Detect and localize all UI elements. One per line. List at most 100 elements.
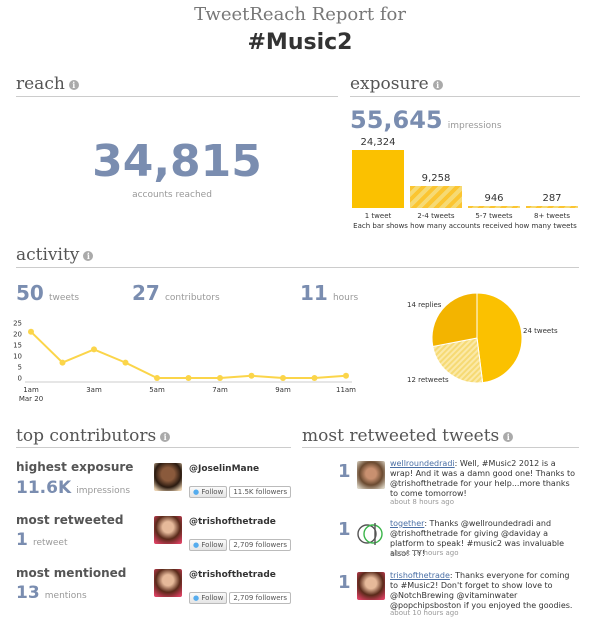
follow-button[interactable]: ● Follow — [189, 486, 228, 498]
tweet-author-link[interactable]: wellroundedradi — [390, 459, 455, 468]
activity-pie-chart: 24 tweets 12 retweets 14 replies — [407, 292, 558, 384]
exposure-bar-label: 2-4 tweets — [417, 212, 455, 220]
exposure-bar-label: 1 tweet — [364, 212, 392, 220]
activity-point — [248, 372, 255, 379]
info-icon[interactable]: i — [432, 79, 443, 90]
tweet-text: wellroundedradi: Well, #Music2 2012 is a… — [390, 459, 576, 498]
exposure-total: 55,645 impressions — [350, 106, 502, 134]
reach-divider — [16, 96, 338, 97]
y-tick-label: 20 — [13, 331, 22, 339]
pie-slice-label: 12 retweets — [407, 376, 449, 384]
twitter-bird-icon: ● — [193, 541, 200, 549]
retweet-count: 1 — [338, 572, 351, 593]
twitter-bird-icon: ● — [193, 594, 200, 602]
most-retweeted-heading: most retweeted tweets i — [302, 426, 514, 446]
activity-point — [91, 346, 97, 353]
activity-point — [28, 328, 34, 335]
reach-label: accounts reached — [132, 190, 212, 200]
followers-count: 11.5K followers — [229, 486, 292, 498]
tweet-author-link[interactable]: trishofthetrade — [390, 571, 450, 580]
activity-point — [185, 375, 192, 381]
retweet-count: 1 — [338, 519, 351, 540]
tweet-text: together: Thanks @wellroundedradi and @t… — [390, 519, 565, 558]
contributor-value: 13 mentions — [16, 583, 87, 603]
info-icon[interactable]: i — [68, 79, 79, 90]
pie-slice — [432, 337, 484, 384]
contributor-handle[interactable]: @JoselinMane — [189, 464, 260, 474]
contributors-stat: 27 contributors — [132, 281, 220, 305]
x-tick-label: 9am — [275, 386, 291, 394]
x-tick-label: 11am — [336, 386, 356, 394]
avatar[interactable] — [357, 461, 385, 489]
activity-point — [343, 372, 349, 379]
info-icon[interactable]: i — [160, 431, 171, 442]
follow-button[interactable]: ● Follow — [189, 539, 228, 551]
contributor-value: 11.6K impressions — [16, 478, 131, 498]
activity-point — [59, 359, 66, 366]
activity-point — [280, 375, 286, 381]
contributor-label: highest exposure — [16, 460, 134, 474]
exposure-bar-value: 287 — [542, 193, 562, 204]
tweet-time: about 10 hours ago — [390, 549, 459, 557]
exposure-bar-value: 946 — [484, 192, 504, 204]
tweet-author-link[interactable]: together — [390, 519, 425, 528]
exposure-divider — [350, 96, 580, 97]
y-tick-label: 0 — [18, 375, 22, 383]
twitter-bird-icon: ● — [193, 488, 200, 496]
activity-point — [217, 375, 223, 381]
info-icon[interactable]: i — [503, 431, 514, 442]
contributor-label: most retweeted — [16, 513, 124, 527]
y-tick-label: 15 — [13, 342, 22, 350]
report-hashtag: #Music2 — [247, 30, 353, 55]
exposure-caption: Each bar shows how many accounts receive… — [353, 222, 577, 230]
report-title: TweetReach Report for — [194, 4, 406, 25]
contributor-actions: ● Follow 2,709 followers — [189, 532, 292, 551]
activity-divider — [16, 267, 579, 268]
retweeted-divider — [302, 447, 579, 448]
y-tick-label: 25 — [13, 320, 22, 328]
contributor-handle[interactable]: @trishofthetrade — [189, 517, 276, 527]
exposure-bar — [410, 185, 462, 208]
contributor-handle[interactable]: @trishofthetrade — [189, 570, 276, 580]
exposure-bar-label: 5-7 tweets — [475, 212, 513, 220]
activity-point — [154, 375, 160, 381]
exposure-heading: exposure i — [350, 74, 443, 94]
info-icon[interactable]: i — [83, 250, 94, 261]
y-tick-label: 10 — [13, 353, 22, 361]
reach-heading: reach i — [16, 74, 79, 94]
together-logo-icon[interactable] — [355, 519, 385, 549]
exposure-bar — [468, 205, 520, 208]
pie-slice — [431, 292, 478, 348]
exposure-bar — [526, 206, 578, 208]
exposure-bar-label: 8+ tweets — [533, 212, 571, 220]
avatar[interactable] — [154, 463, 182, 491]
contributor-actions: ● Follow 2,709 followers — [189, 585, 292, 604]
followers-count: 2,709 followers — [229, 539, 292, 551]
avatar[interactable] — [357, 572, 385, 600]
x-tick-label: 5am — [149, 386, 165, 394]
tweet-text: trishofthetrade: Thanks everyone for com… — [390, 571, 573, 610]
tweets-stat: 50 tweets — [16, 281, 80, 305]
activity-point — [122, 359, 129, 366]
pie-slice — [476, 292, 523, 384]
exposure-bar — [352, 150, 404, 208]
activity-point — [311, 375, 318, 381]
x-tick-label: 3am — [86, 386, 102, 394]
exposure-bar-value: 24,324 — [360, 137, 396, 148]
reach-value: 34,815 — [92, 136, 262, 187]
exposure-bar-value: 9,258 — [421, 172, 451, 184]
pie-slice-label: 14 replies — [407, 301, 442, 309]
followers-count: 2,709 followers — [229, 592, 292, 604]
x-tick-label: 7am — [212, 386, 228, 394]
activity-line — [30, 331, 347, 379]
top-contributors-heading: top contributors i — [16, 426, 171, 446]
tweet-time: about 8 hours ago — [390, 498, 455, 506]
follow-button[interactable]: ● Follow — [189, 592, 228, 604]
x-sublabel: Mar 20 — [19, 395, 43, 403]
avatar[interactable] — [154, 569, 182, 597]
avatar[interactable] — [154, 516, 182, 544]
contributors-divider — [16, 447, 291, 448]
pie-slice-label: 24 tweets — [523, 327, 558, 335]
hours-stat: 11 hours — [300, 281, 359, 305]
